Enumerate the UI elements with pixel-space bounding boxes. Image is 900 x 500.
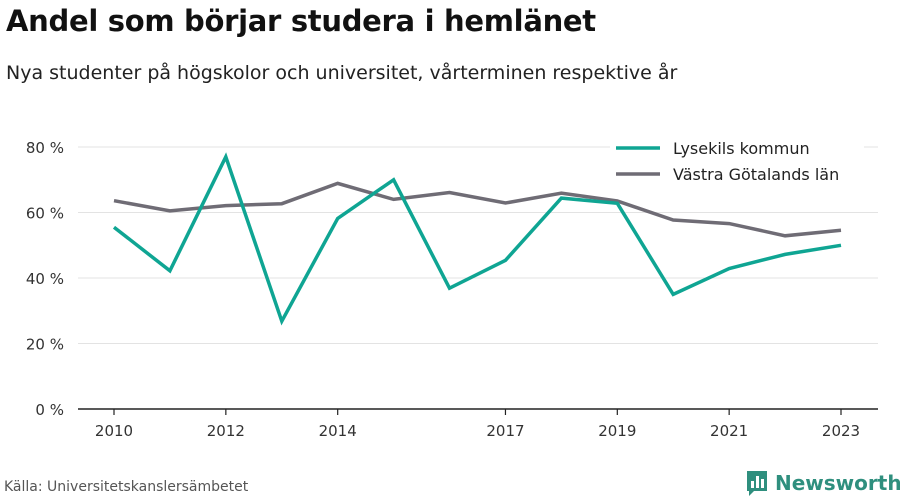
x-tick-label: 2014 — [319, 422, 357, 440]
x-tick-label: 2012 — [207, 422, 245, 440]
brand-name: Newsworthy — [775, 471, 900, 495]
bar-chart-logo-icon — [747, 471, 767, 496]
x-tick-label: 2023 — [822, 422, 860, 440]
line-chart: 0 % 20 % 40 % 60 % 80 % 2010 2012 2014 2017 2019… — [25, 134, 878, 440]
x-tick-label: 2021 — [710, 422, 748, 440]
x-tick-label: 2017 — [486, 422, 524, 440]
x-tick-label: 2019 — [598, 422, 636, 440]
legend-background — [610, 134, 864, 190]
brand-logo: Newsworthy — [745, 468, 900, 498]
legend: Lysekils kommun Västra Götalands län — [610, 134, 864, 190]
series-line-vastra-gotaland — [113, 181, 842, 238]
y-tick-label: 80 % — [26, 139, 64, 157]
x-tick-label: 2010 — [95, 422, 133, 440]
y-tick-label: 0 % — [35, 401, 64, 419]
y-tick-label: 40 % — [26, 270, 64, 288]
x-axis: 2010 2012 2014 2017 2019 2021 2023 — [78, 408, 878, 440]
series-line-lysekil — [112, 152, 842, 326]
y-axis: 0 % 20 % 40 % 60 % 80 % — [26, 139, 64, 419]
source-note: Källa: Universitetskanslersämbetet — [4, 479, 249, 495]
y-tick-label: 60 % — [26, 205, 64, 223]
legend-label: Lysekils kommun — [673, 139, 810, 158]
y-tick-label: 20 % — [26, 336, 64, 354]
chart-subtitle: Nya studenter på högskolor och universit… — [6, 62, 678, 84]
legend-label: Västra Götalands län — [673, 165, 839, 184]
series-lines — [112, 152, 842, 326]
chart-title: Andel som börjar studera i hemlänet — [6, 4, 596, 38]
